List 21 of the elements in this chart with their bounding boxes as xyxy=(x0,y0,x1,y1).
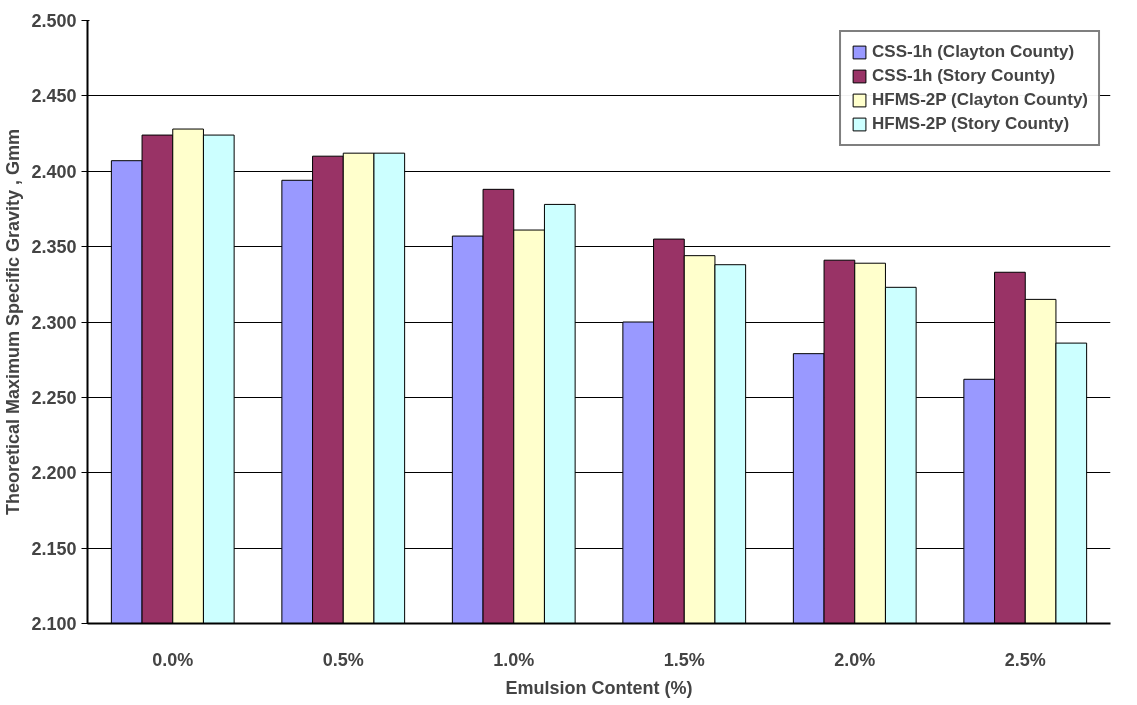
y-tick-label: 2.400 xyxy=(31,161,77,182)
x-tick-label: 2.0% xyxy=(834,649,876,670)
x-tick-label: 1.5% xyxy=(663,649,705,670)
y-tick-label: 2.100 xyxy=(31,614,77,634)
y-tick-label: 2.200 xyxy=(31,463,77,484)
y-tick-label: 2.500 xyxy=(31,11,77,31)
legend-label: CSS-1h (Clayton County) xyxy=(872,42,1075,62)
legend-label: CSS-1h (Story County) xyxy=(872,66,1056,86)
x-tick-label: 2.5% xyxy=(1004,649,1046,670)
x-tick-label: 0.5% xyxy=(322,649,364,670)
x-tick-label: 1.0% xyxy=(493,649,535,670)
legend-label: HFMS-2P (Clayton County) xyxy=(872,90,1088,110)
y-tick-label: 2.350 xyxy=(31,237,77,258)
legend-label: HFMS-2P (Story County) xyxy=(872,114,1070,134)
y-tick-label: 2.300 xyxy=(31,312,77,333)
y-tick-label: 2.150 xyxy=(31,538,77,559)
y-tick-label: 2.450 xyxy=(31,86,77,107)
x-axis-title: Emulsion Content (%) xyxy=(505,677,693,698)
x-tick-label: 0.0% xyxy=(152,649,194,670)
y-axis-title: Theoretical Maximum Specific Gravity , Gmm xyxy=(3,128,24,516)
y-tick-label: 2.250 xyxy=(31,387,77,408)
